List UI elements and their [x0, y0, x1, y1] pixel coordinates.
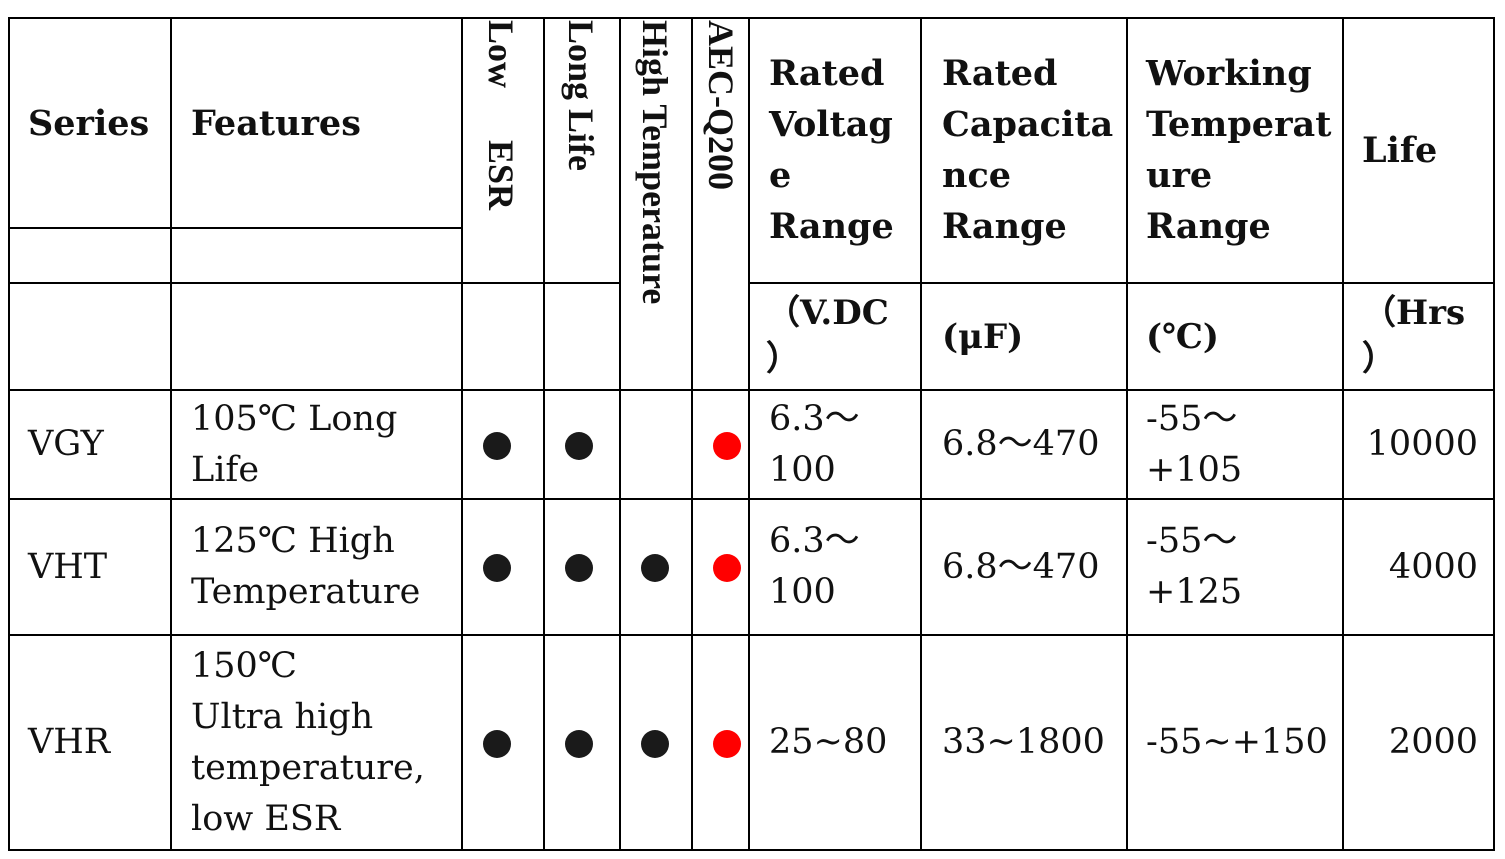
table-rule	[8, 227, 463, 229]
table-row-life: 10000	[1366, 424, 1478, 464]
unit-capacitance: (μF)	[942, 316, 1024, 357]
table-row-temperature: -55~+150	[1146, 722, 1328, 762]
filled-circle-icon	[565, 730, 593, 758]
table-row-voltage: 6.3～ 100	[769, 521, 860, 612]
header-life: Life	[1362, 129, 1438, 171]
table-rule	[8, 634, 1495, 636]
unit-temperature: (℃)	[1146, 316, 1219, 357]
table-rule	[1493, 17, 1495, 851]
table-row-voltage: 25~80	[769, 722, 888, 762]
header-working-temperature: Working Temperat ure Range	[1146, 53, 1332, 247]
header-long-life: Long Life	[561, 20, 601, 172]
filled-circle-icon	[565, 432, 593, 460]
table-rule	[1126, 17, 1128, 851]
table-row-features: 125℃ High Temperature	[191, 521, 421, 612]
red-circle-icon	[713, 432, 741, 460]
table-rule	[8, 849, 1495, 851]
table-row-capacitance: 6.8～470	[942, 424, 1100, 464]
red-circle-icon	[713, 730, 741, 758]
table-rule	[8, 17, 1495, 19]
filled-circle-icon	[641, 730, 669, 758]
table-row-series: VHR	[28, 722, 111, 762]
table-row-series: VGY	[28, 424, 104, 464]
red-circle-icon	[713, 554, 741, 582]
table-row-series: VHT	[28, 546, 108, 587]
table-rule	[920, 17, 922, 851]
header-rated-capacitance: Rated Capacita nce Range	[942, 53, 1114, 247]
table-rule	[8, 282, 620, 284]
header-aec-q200: AEC-Q200	[701, 20, 741, 190]
table-rule	[749, 282, 1495, 284]
filled-circle-icon	[641, 554, 669, 582]
table-rule	[691, 17, 693, 851]
header-features: Features	[191, 102, 361, 144]
unit-voltage: （V.DC）	[766, 293, 889, 379]
table-row-features: 105℃ Long Life	[191, 398, 398, 490]
header-high-temperature: High Temperature	[635, 20, 675, 305]
table-row-features: 150℃ Ultra high temperature, low ESR	[191, 645, 425, 839]
table-rule	[461, 17, 463, 851]
header-series: Series	[28, 102, 150, 144]
unit-life: （Hrs）	[1362, 293, 1466, 379]
filled-circle-icon	[483, 432, 511, 460]
header-low-esr: LowESR	[481, 20, 521, 211]
table-row-life: 4000	[1388, 546, 1478, 587]
table-rule	[170, 17, 172, 851]
table-row-voltage: 6.3～ 100	[769, 398, 860, 490]
table-row-life: 2000	[1388, 722, 1478, 762]
table-rule	[8, 498, 1495, 500]
table-row-capacitance: 6.8～470	[942, 546, 1100, 587]
table-rule	[543, 17, 545, 851]
table-row-capacitance: 33~1800	[942, 722, 1105, 762]
table-row-temperature: -55～ +125	[1146, 521, 1243, 612]
table-row-temperature: -55～ +105	[1146, 398, 1243, 490]
table-rule	[8, 389, 1495, 391]
filled-circle-icon	[565, 554, 593, 582]
header-rated-voltage: Rated Voltag e Range	[769, 53, 894, 247]
filled-circle-icon	[483, 730, 511, 758]
filled-circle-icon	[483, 554, 511, 582]
table-rule	[619, 17, 621, 851]
table-rule	[1342, 17, 1344, 851]
table-rule	[8, 17, 10, 851]
table-rule	[748, 17, 750, 851]
